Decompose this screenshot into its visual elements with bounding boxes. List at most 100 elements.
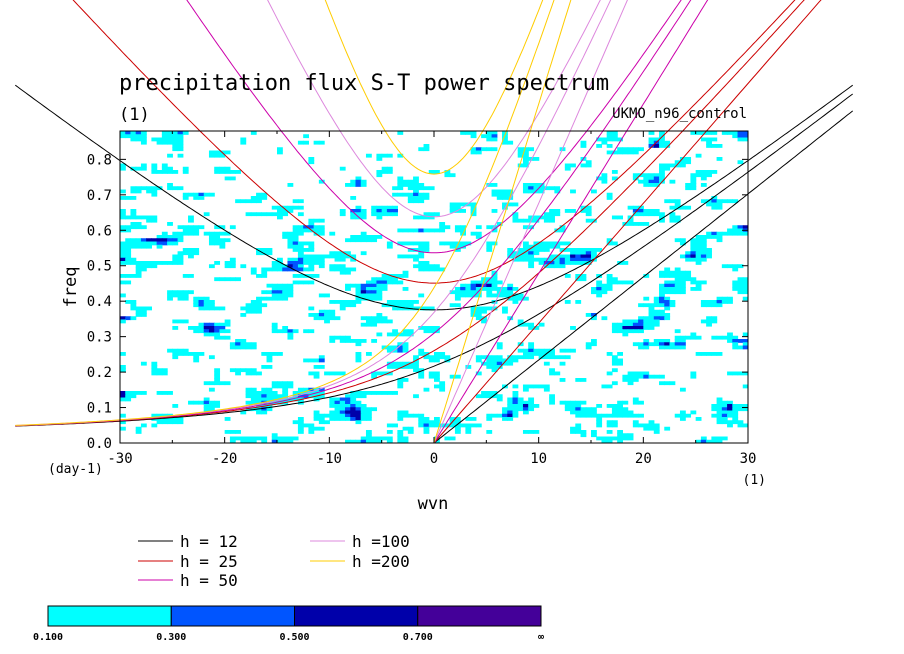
power-cell — [188, 400, 194, 405]
power-cell — [423, 215, 430, 220]
power-cell — [580, 274, 587, 278]
power-cell — [732, 417, 739, 421]
power-cell — [292, 420, 299, 425]
power-cell — [219, 170, 226, 174]
power-cell — [679, 277, 686, 282]
power-cell — [627, 319, 634, 324]
power-cell — [428, 228, 435, 233]
power-cell — [496, 358, 503, 363]
power-cell — [611, 170, 618, 174]
power-cell — [371, 339, 378, 343]
power-cell — [277, 400, 283, 405]
power-cell — [214, 381, 221, 386]
power-cell — [434, 378, 440, 382]
power-cell — [475, 306, 482, 311]
power-cell — [151, 365, 158, 369]
power-cell — [716, 296, 723, 301]
power-cell — [360, 235, 367, 239]
power-cell — [214, 277, 221, 282]
power-cell — [507, 400, 514, 405]
legend-label-h200: h =200 — [352, 552, 410, 571]
power-cell — [292, 264, 299, 269]
power-cell — [151, 218, 158, 223]
power-cell — [193, 326, 200, 330]
power-cell — [261, 410, 268, 415]
power-cell — [679, 163, 686, 168]
power-cell — [664, 267, 671, 272]
power-cell — [470, 202, 477, 207]
power-cell — [345, 407, 351, 412]
power-cell — [627, 381, 634, 386]
power-cell — [140, 261, 147, 265]
power-cell — [481, 361, 487, 366]
power-cell — [240, 339, 247, 343]
power-cell — [554, 186, 561, 191]
power-cell — [685, 254, 692, 259]
power-cell — [502, 189, 508, 194]
power-cell — [151, 137, 158, 142]
power-cell — [679, 270, 686, 275]
power-cell — [727, 423, 733, 428]
power-cell — [648, 313, 655, 317]
power-cell — [659, 212, 665, 217]
power-cell — [418, 215, 425, 220]
power-cell — [481, 391, 487, 395]
power-cell — [507, 361, 514, 366]
power-cell — [491, 293, 498, 298]
power-cell — [423, 241, 430, 246]
power-cell — [659, 303, 665, 308]
power-cell — [596, 137, 603, 142]
x-tick-label: -10 — [317, 451, 342, 467]
power-cell — [716, 420, 723, 425]
power-cell — [580, 144, 587, 148]
power-cell — [292, 274, 299, 278]
power-cell — [475, 225, 482, 230]
power-cell — [627, 222, 634, 226]
power-cell — [125, 196, 132, 200]
power-cell — [606, 371, 613, 376]
power-cell — [454, 202, 461, 207]
power-cell — [135, 222, 142, 226]
power-cell — [638, 413, 644, 418]
power-cell — [575, 378, 582, 382]
power-cell — [240, 306, 247, 311]
power-cell — [282, 381, 289, 386]
power-cell — [151, 192, 158, 197]
power-cell — [297, 417, 304, 421]
power-cell — [308, 157, 315, 161]
power-cell — [235, 345, 241, 350]
power-cell — [669, 218, 676, 223]
power-cell — [167, 183, 173, 187]
power-cell — [706, 131, 712, 135]
power-cell — [120, 352, 126, 356]
power-cell — [277, 384, 283, 389]
power-cell — [679, 160, 686, 165]
power-cell — [507, 316, 514, 321]
power-cell — [303, 254, 309, 259]
power-cell — [570, 257, 576, 262]
power-cell — [711, 413, 718, 418]
power-cell — [606, 274, 613, 278]
power-cell — [517, 254, 524, 259]
power-cell — [721, 413, 728, 418]
power-cell — [465, 131, 472, 135]
chart-title: precipitation flux S-T power spectrum — [119, 71, 609, 96]
power-cell — [460, 228, 466, 233]
power-cell — [360, 417, 367, 421]
power-cell — [313, 316, 320, 321]
power-cell — [737, 371, 744, 376]
power-cell — [737, 339, 744, 343]
power-cell — [313, 313, 320, 317]
power-cell — [219, 306, 226, 311]
power-cell — [308, 329, 315, 334]
power-cell — [632, 222, 639, 226]
power-cell — [732, 413, 739, 418]
power-cell — [120, 280, 126, 285]
power-cell — [496, 345, 503, 350]
power-cell — [606, 413, 613, 418]
power-cell — [125, 215, 132, 220]
power-cell — [564, 348, 571, 353]
power-cell — [721, 436, 728, 441]
power-cell — [203, 192, 210, 197]
power-cell — [339, 300, 346, 304]
